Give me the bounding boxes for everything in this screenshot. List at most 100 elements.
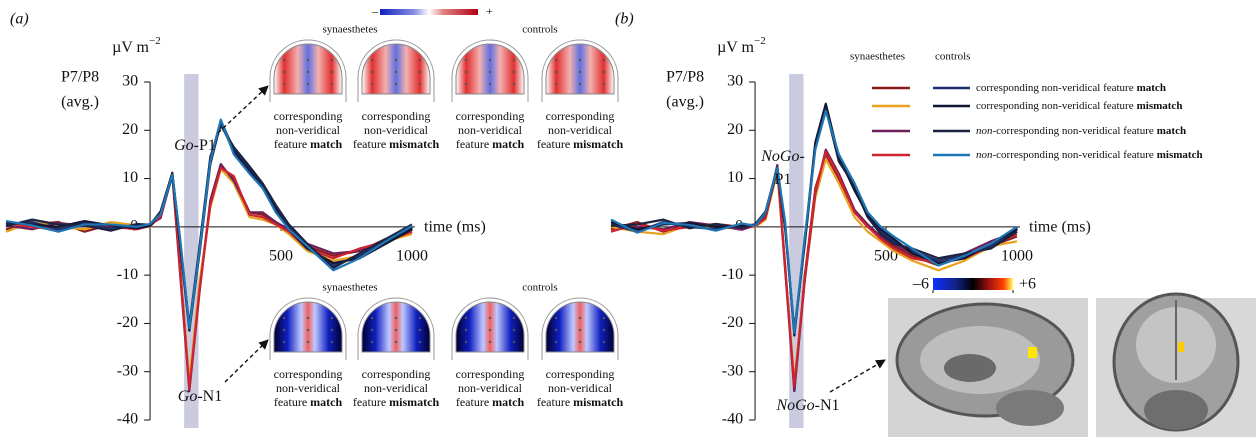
colorbar-tick-label: +6 — [1019, 276, 1036, 293]
electrode — [419, 329, 421, 331]
text-part: - — [799, 148, 804, 165]
y-label: (avg.) — [666, 94, 704, 111]
electrode — [489, 317, 491, 319]
electrode — [465, 83, 467, 85]
group-label: synaesthetes — [323, 24, 378, 36]
electrode — [283, 317, 285, 319]
unit-base: µV m — [112, 39, 149, 56]
caption-line: corresponding — [546, 109, 615, 123]
x-tick-label: 1000 — [396, 248, 428, 265]
electrode — [489, 71, 491, 73]
topomap-head — [546, 44, 614, 94]
electrode — [603, 59, 605, 61]
caption-part: feature — [456, 395, 489, 409]
emphasis-part: match — [1157, 125, 1186, 137]
electrode — [465, 329, 467, 331]
caption-line: corresponding — [456, 367, 525, 381]
caption-line: corresponding — [362, 109, 431, 123]
caption-emphasis: match — [492, 395, 524, 409]
electrode — [371, 71, 373, 73]
erp-line — [611, 109, 1017, 331]
y-tick-label: 30 — [122, 73, 138, 90]
legend-header: controls — [935, 51, 970, 63]
x-label: time (ms) — [424, 219, 486, 236]
electrode — [371, 83, 373, 85]
electrode — [489, 83, 491, 85]
x-label: time (ms) — [1029, 219, 1091, 236]
annotation: Go-P1 — [174, 137, 216, 154]
caption-emphasis: mismatch — [573, 137, 623, 151]
caption-emphasis: mismatch — [573, 395, 623, 409]
electrode — [555, 317, 557, 319]
electrode — [555, 59, 557, 61]
y-tick-label: 10 — [122, 169, 138, 186]
caption-line: corresponding — [456, 109, 525, 123]
italic-part: non — [976, 149, 993, 161]
colorbar-tick-label: –6 — [912, 276, 929, 293]
panel-label: (b) — [615, 11, 634, 28]
caption-part: feature — [537, 395, 570, 409]
legend-header: synaesthetes — [850, 51, 905, 63]
caption-part: feature — [274, 137, 307, 151]
legend-label: corresponding non-veridical featuremisma… — [976, 100, 1182, 112]
electrode — [513, 341, 515, 343]
electrode — [395, 83, 397, 85]
text-part: -corresponding non-veridical feature — [993, 149, 1154, 161]
text-part: P1 — [775, 171, 792, 188]
italic-part: Go — [174, 137, 194, 154]
emphasis-part: match — [1137, 82, 1166, 94]
erp-line — [6, 125, 412, 325]
topomap-head — [546, 302, 614, 352]
annotation-arrow — [830, 360, 885, 392]
caption-line: non-veridical — [276, 123, 341, 137]
brain-colorbar — [933, 278, 1013, 290]
electrode — [395, 317, 397, 319]
electrode — [603, 341, 605, 343]
electrode — [419, 83, 421, 85]
electrode — [513, 329, 515, 331]
electrode — [283, 71, 285, 73]
caption-part: feature — [353, 395, 386, 409]
italic-part: NoGo — [775, 397, 814, 414]
electrode — [489, 341, 491, 343]
electrode — [419, 341, 421, 343]
electrode — [513, 317, 515, 319]
caption-part: feature — [353, 137, 386, 151]
emphasis-part: mismatch — [1137, 100, 1183, 112]
electrode — [465, 317, 467, 319]
topomap-head — [274, 44, 342, 94]
brain-images — [888, 294, 1256, 437]
caption-line: non-veridical — [548, 381, 613, 395]
electrode — [419, 59, 421, 61]
annotation: NoGo- — [760, 148, 805, 165]
electrode — [331, 59, 333, 61]
text-part: corresponding non-veridical feature — [976, 100, 1134, 112]
text-part: corresponding non-veridical feature — [976, 82, 1134, 94]
electrode — [371, 317, 373, 319]
electrode — [465, 341, 467, 343]
italic-part: Go — [178, 388, 198, 405]
electrode — [579, 341, 581, 343]
electrode — [513, 71, 515, 73]
topomap-head — [362, 44, 430, 94]
text-part: -corresponding non-veridical feature — [993, 125, 1154, 137]
group-label: controls — [522, 282, 557, 294]
electrode — [307, 83, 309, 85]
topomap-colorbar — [380, 9, 478, 15]
unit-exponent: −2 — [149, 35, 161, 47]
electrode — [513, 83, 515, 85]
annotation-arrow — [225, 340, 268, 382]
electrode — [603, 329, 605, 331]
unit-exponent: −2 — [754, 35, 766, 47]
electrode — [419, 317, 421, 319]
electrode — [307, 329, 309, 331]
y-tick-label: 10 — [727, 169, 743, 186]
electrode — [331, 83, 333, 85]
caption-line: non-veridical — [276, 381, 341, 395]
figure: (a)µV m−2P7/P8(avg.)-40-30-20-1001020305… — [0, 0, 1259, 437]
electrode — [307, 59, 309, 61]
